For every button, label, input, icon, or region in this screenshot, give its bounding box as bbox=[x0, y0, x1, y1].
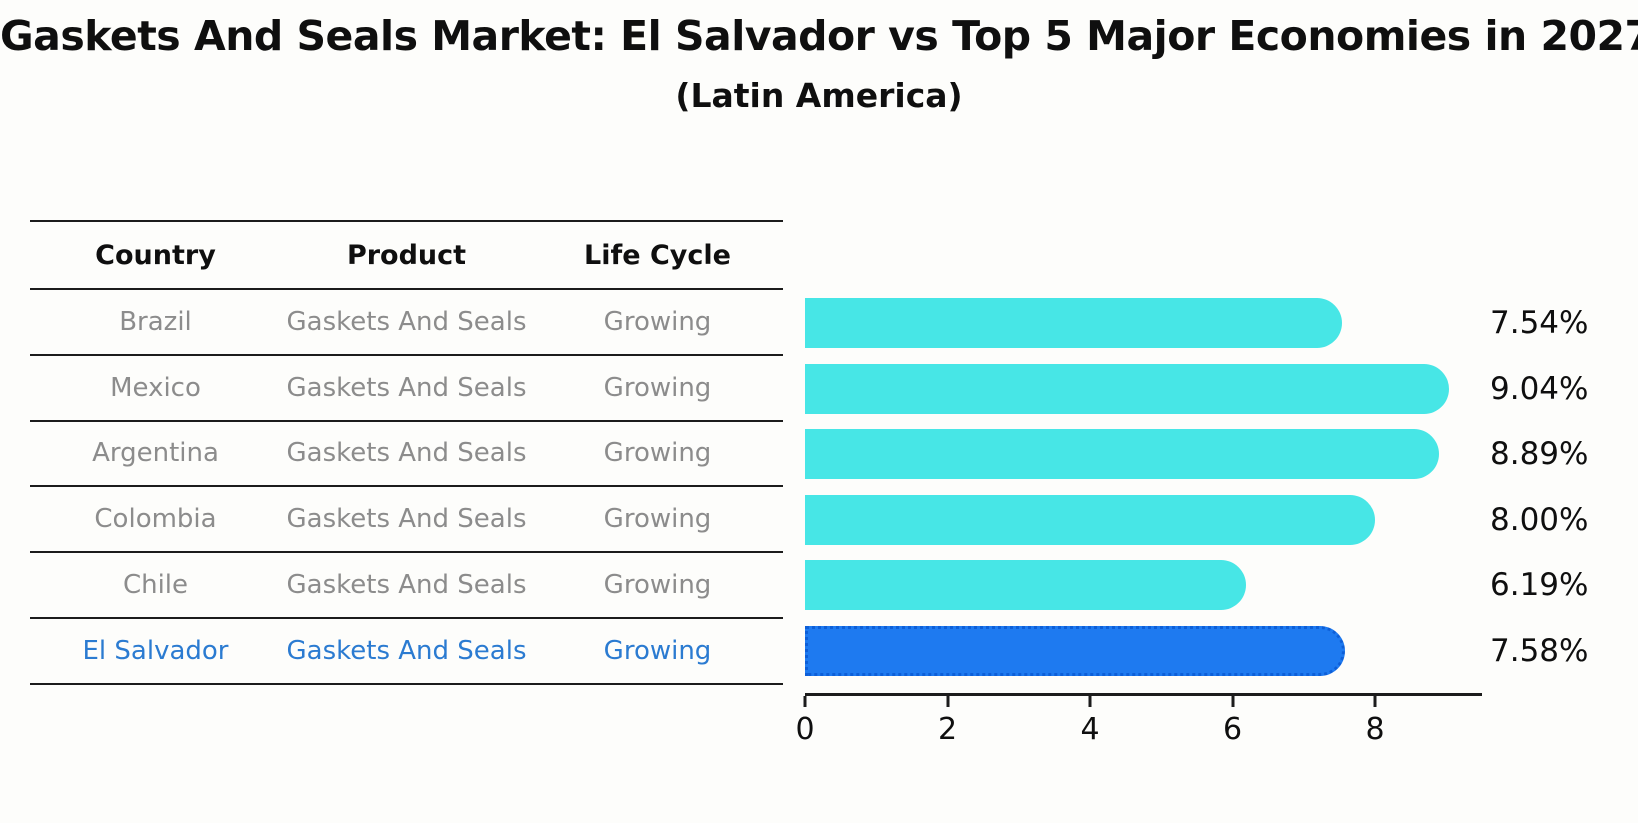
bar-row-argentina: 8.89% bbox=[805, 429, 1588, 479]
cell-life-cycle: Growing bbox=[603, 372, 712, 403]
cell-country: Mexico bbox=[110, 372, 201, 403]
bar-value-colombia: 8.00% bbox=[1490, 501, 1589, 538]
cell-country: El Salvador bbox=[82, 635, 229, 666]
cell-product: Gaskets And Seals bbox=[286, 438, 527, 469]
bar-chart: 7.54% 9.04% 8.89% 8.00% 6.19% 7.58% bbox=[805, 0, 1588, 823]
bar-value-brazil: 7.54% bbox=[1490, 305, 1589, 341]
cell-product: Gaskets And Seals bbox=[286, 306, 527, 337]
column-header-product: Product bbox=[346, 239, 467, 271]
cell-country: Argentina bbox=[92, 438, 219, 469]
column-header-country: Country bbox=[95, 239, 216, 271]
bar-value-el-salvador: 7.58% bbox=[1490, 632, 1589, 669]
bar-mexico bbox=[805, 363, 1450, 414]
x-tick-label-2: 2 bbox=[937, 712, 958, 747]
table-row-el-salvador: El Salvador Gaskets And Seals Growing bbox=[30, 619, 783, 685]
page-subtitle: (Latin America) bbox=[675, 76, 963, 115]
cell-life-cycle: Growing bbox=[603, 504, 712, 535]
x-tick-8: 8 bbox=[1366, 696, 1385, 747]
bar-row-brazil: 7.54% bbox=[805, 298, 1588, 348]
bar-colombia bbox=[805, 494, 1376, 545]
cell-product: Gaskets And Seals bbox=[286, 635, 527, 666]
bar-row-mexico: 9.04% bbox=[805, 363, 1588, 414]
x-tick-label-8: 8 bbox=[1365, 712, 1385, 747]
cell-life-cycle: Growing bbox=[603, 306, 712, 337]
x-tick-label-4: 4 bbox=[1080, 712, 1100, 747]
bar-value-argentina: 8.89% bbox=[1490, 436, 1589, 472]
bar-brazil bbox=[805, 298, 1343, 348]
table-row-argentina: Argentina Gaskets And Seals Growing bbox=[30, 422, 783, 488]
cell-country: Brazil bbox=[119, 306, 192, 337]
cell-life-cycle: Growing bbox=[603, 438, 712, 469]
x-axis: 0 2 4 6 8 bbox=[795, 693, 1482, 747]
cell-country: Chile bbox=[122, 570, 189, 601]
country-table: Country Product Life Cycle Brazil Gasket… bbox=[30, 220, 783, 685]
bar-row-el-salvador: 7.58% bbox=[805, 625, 1588, 676]
bar-value-chile: 6.19% bbox=[1490, 567, 1589, 603]
table-row-brazil: Brazil Gaskets And Seals Growing bbox=[30, 290, 783, 356]
table-row-colombia: Colombia Gaskets And Seals Growing bbox=[30, 487, 783, 554]
bar-row-chile: 6.19% bbox=[805, 560, 1588, 610]
cell-product: Gaskets And Seals bbox=[286, 372, 527, 403]
table-row-chile: Chile Gaskets And Seals Growing bbox=[30, 553, 783, 619]
page-title: Gaskets And Seals Market: El Salvador vs… bbox=[0, 12, 1638, 60]
bar-row-colombia: 8.00% bbox=[805, 494, 1588, 545]
cell-product: Gaskets And Seals bbox=[286, 504, 527, 535]
bar-argentina bbox=[805, 429, 1439, 479]
table-row-mexico: Mexico Gaskets And Seals Growing bbox=[30, 356, 783, 422]
table-header-row: Country Product Life Cycle bbox=[30, 222, 783, 290]
cell-product: Gaskets And Seals bbox=[286, 570, 527, 601]
x-tick-6: 6 bbox=[1223, 696, 1242, 747]
x-tick-0: 0 bbox=[795, 696, 815, 747]
bar-el-salvador bbox=[805, 625, 1346, 676]
bar-chile bbox=[805, 560, 1247, 610]
x-tick-label-0: 0 bbox=[795, 712, 815, 747]
cell-country: Colombia bbox=[94, 504, 217, 535]
x-tick-2: 2 bbox=[938, 696, 957, 747]
x-tick-4: 4 bbox=[1081, 696, 1100, 747]
cell-life-cycle: Growing bbox=[603, 635, 712, 666]
x-tick-label-6: 6 bbox=[1223, 712, 1243, 747]
cell-life-cycle: Growing bbox=[603, 570, 712, 601]
column-header-life-cycle: Life Cycle bbox=[584, 239, 731, 271]
bar-value-mexico: 9.04% bbox=[1490, 370, 1589, 407]
